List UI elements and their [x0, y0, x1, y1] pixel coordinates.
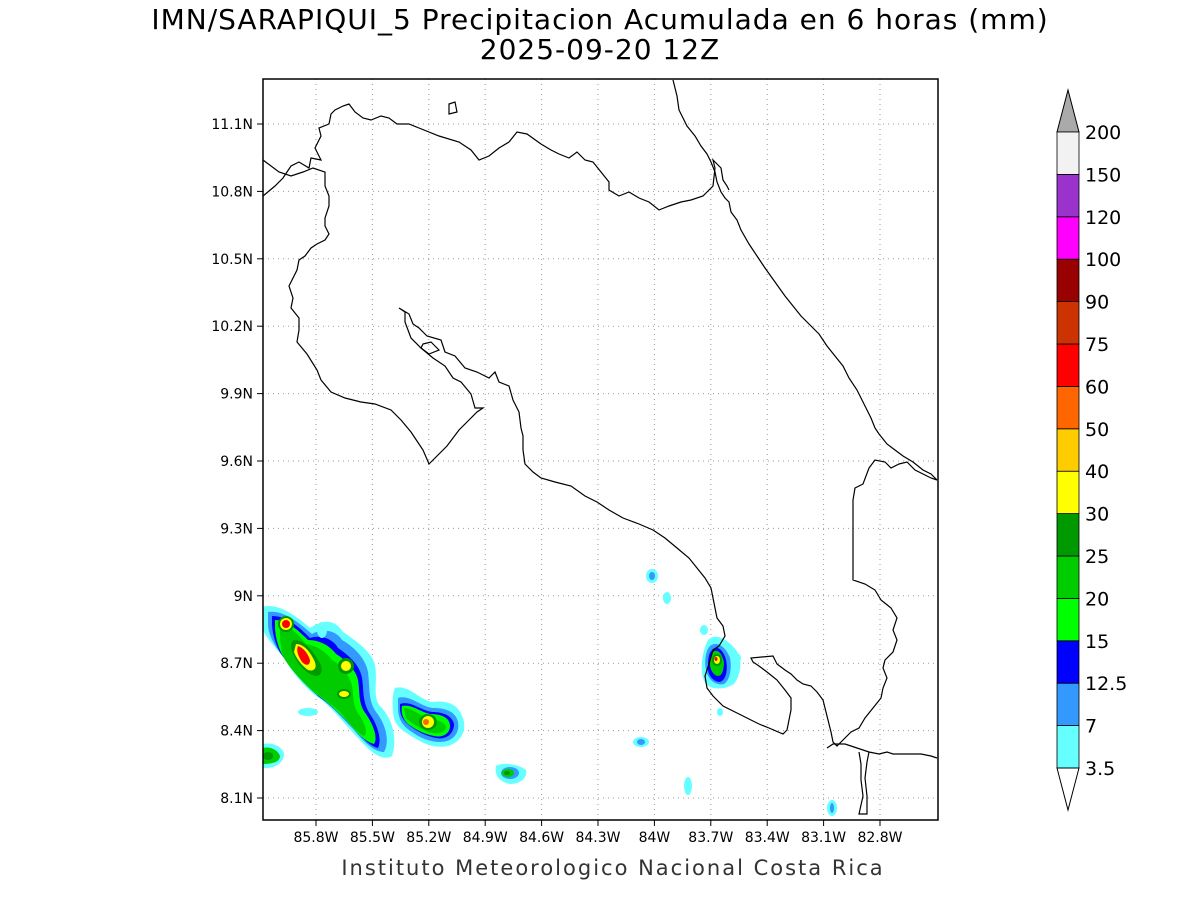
precip-scattered-cells — [317, 569, 837, 816]
colorbar-label: 20 — [1085, 588, 1109, 610]
map-frame — [262, 78, 939, 821]
lon-tick-label: 83.4W — [745, 830, 790, 846]
coastlines — [262, 79, 938, 815]
lon-tick-label: 85.5W — [350, 830, 395, 846]
colorbar-swatch — [1056, 173, 1080, 218]
lat-tick-label: 10.8N — [211, 184, 253, 200]
lon-tick-label: 85.2W — [406, 830, 451, 846]
colorbar-label: 150 — [1085, 164, 1121, 186]
lat-tick-label: 10.5N — [211, 252, 253, 268]
colorbar-swatch — [1056, 598, 1080, 642]
colorbar-label: 3.5 — [1085, 758, 1115, 780]
precip-cell-south-central — [392, 687, 465, 747]
colorbar-legend: 3.5 7 12.5 15 20 25 30 40 50 60 75 90 100 120 150 200 — [1056, 88, 1127, 812]
lon-tick-label: 82.8W — [857, 830, 902, 846]
colorbar-label: 50 — [1085, 419, 1109, 441]
colorbar-swatch — [1056, 640, 1080, 684]
precipitation-field — [263, 569, 837, 816]
lat-tick-label: 9.6N — [220, 454, 253, 470]
colorbar-swatch — [1056, 131, 1080, 175]
nicaragua-coast — [262, 159, 938, 747]
colorbar-label: 60 — [1085, 376, 1109, 398]
map-title: IMN/SARAPIQUI_5 Precipitacion Acumulada … — [151, 3, 1049, 36]
longitude-axis: 85.8W 85.5W 85.2W 84.9W 84.6W 84.3W 84W 83.7W 83… — [293, 820, 903, 846]
lon-tick-label: 84.3W — [575, 830, 620, 846]
colorbar-label: 75 — [1085, 334, 1109, 356]
lon-tick-label: 83.1W — [801, 830, 846, 846]
nicoya-gulf-island — [420, 341, 441, 355]
lon-tick-label: 84W — [639, 830, 671, 846]
lon-tick-label: 83.7W — [688, 830, 733, 846]
lon-tick-label: 85.8W — [293, 830, 338, 846]
colorbar-swatch — [1056, 470, 1080, 515]
colorbar-swatch — [1056, 216, 1080, 260]
colorbar-swatch — [1056, 258, 1080, 303]
lat-tick-label: 11.1N — [211, 117, 253, 133]
colorbar-label: 30 — [1085, 504, 1109, 526]
lat-tick-label: 8.4N — [220, 724, 253, 740]
colorbar-label: 25 — [1085, 546, 1109, 568]
lat-tick-label: 9.3N — [220, 521, 253, 537]
colorbar-swatch — [1056, 725, 1080, 769]
colorbar-label: 100 — [1085, 249, 1121, 271]
caribbean-coast — [672, 79, 938, 481]
colorbar-label: 12.5 — [1085, 673, 1127, 695]
colorbar-swatch — [1056, 513, 1080, 557]
nicaragua-border — [262, 103, 730, 211]
colorbar-over-arrow — [1056, 88, 1080, 133]
colorbar-swatch — [1056, 682, 1080, 727]
lat-tick-label: 8.1N — [220, 791, 253, 807]
map-grid — [263, 79, 938, 820]
colorbar-under-arrow — [1056, 767, 1080, 812]
map-datetime: 2025-09-20 12Z — [479, 33, 721, 66]
colorbar-swatch — [1056, 385, 1080, 430]
lat-tick-label: 8.7N — [220, 656, 253, 672]
colorbar-swatch — [1056, 428, 1080, 472]
colorbar-label: 7 — [1085, 716, 1097, 738]
lat-tick-label: 9.9N — [220, 387, 253, 403]
lon-tick-label: 84.6W — [519, 830, 564, 846]
colorbar-swatch — [1056, 343, 1080, 387]
colorbar-label: 200 — [1085, 122, 1121, 144]
precip-cell-small — [495, 763, 527, 784]
precip-cell-northwest — [263, 606, 395, 758]
footer-credit: Instituto Meteorologico Nacional Costa R… — [341, 856, 885, 880]
latitude-axis: 11.1N 10.8N 10.5N 10.2N 9.9N 9.6N 9.3N 9N 8.7N 8.… — [211, 117, 263, 807]
colorbar-label: 90 — [1085, 292, 1109, 314]
colorbar-swatch — [1056, 555, 1080, 599]
precip-cell-east — [701, 636, 741, 689]
panama-coast — [826, 743, 938, 815]
lon-tick-label: 84.9W — [463, 830, 508, 846]
precip-cell-southwest — [263, 743, 284, 768]
colorbar-label: 120 — [1085, 207, 1121, 229]
colorbar-label: 40 — [1085, 461, 1109, 483]
colorbar-label: 15 — [1085, 631, 1109, 653]
colorbar-swatch — [1056, 301, 1080, 345]
lat-tick-label: 9N — [234, 589, 253, 605]
lake-island — [448, 101, 458, 115]
lat-tick-label: 10.2N — [211, 319, 253, 335]
